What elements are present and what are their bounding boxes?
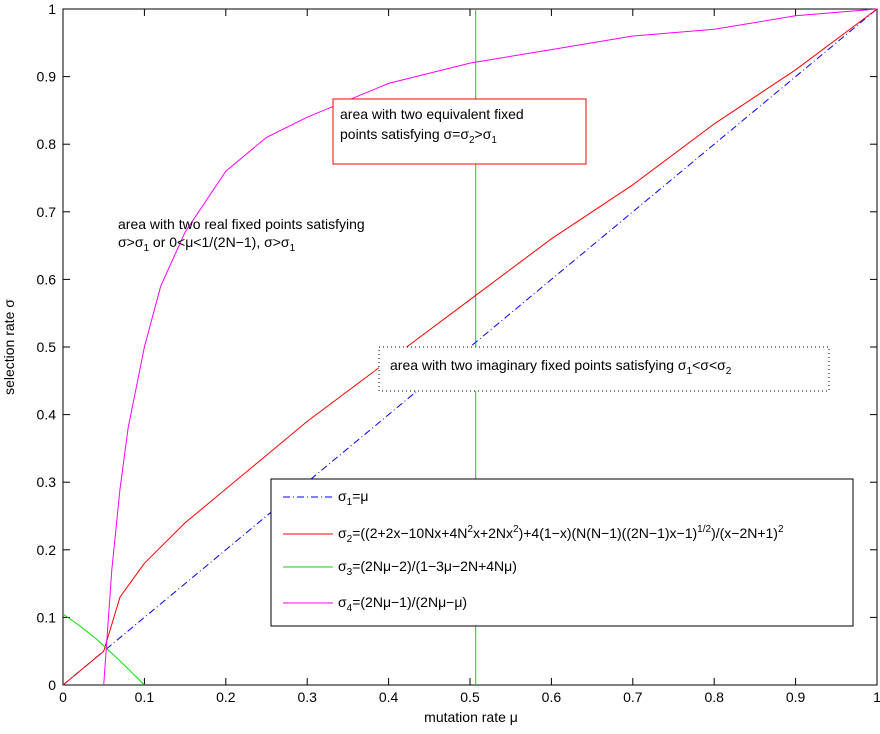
- annotation-3-line-1: area with two imaginary fixed points sat…: [390, 357, 732, 377]
- legend-entry-sigma2: σ2=((2+2x−10Nx+4N2x+2Nx2)+4(1−x)(N(N−1)(…: [338, 524, 784, 545]
- y-tick-label: 0.8: [37, 136, 57, 152]
- y-tick-label: 0.2: [37, 542, 57, 558]
- y-tick-label: 0.4: [37, 407, 57, 423]
- annotation-1-line-2: points satisfying σ=σ2>σ1: [340, 126, 497, 146]
- y-tick-label: 0.9: [37, 69, 57, 85]
- annotation-1-line-1: area with two equivalent fixed: [340, 106, 524, 122]
- legend-entry-sigma1: σ1=μ: [338, 488, 368, 508]
- y-tick-label: 0.1: [37, 609, 57, 625]
- y-tick-label: 0.3: [37, 474, 57, 490]
- x-tick-label: 0: [59, 689, 67, 705]
- x-tick-label: 0.9: [786, 689, 806, 705]
- y-tick-label: 0: [48, 677, 56, 693]
- legend-box: [270, 478, 854, 627]
- x-tick-label: 0.1: [135, 689, 155, 705]
- x-tick-label: 0.6: [542, 689, 562, 705]
- y-tick-label: 0.5: [37, 339, 57, 355]
- series-sigma3: [62, 613, 145, 686]
- series-sigma2: [62, 8, 878, 686]
- x-tick-label: 0.4: [379, 689, 399, 705]
- annotation-imaginary-points: area with two imaginary fixed points sat…: [378, 346, 830, 392]
- annotation-box-red: [332, 98, 587, 165]
- y-axis-label: selection rate σ: [1, 299, 17, 395]
- x-tick-label: 0.7: [623, 689, 643, 705]
- y-tick-label: 1: [48, 1, 56, 17]
- series-sigma4: [103, 8, 878, 686]
- x-tick-label: 0.5: [460, 689, 480, 705]
- y-tick-label: 0.6: [37, 271, 57, 287]
- x-tick-label: 0.2: [216, 689, 236, 705]
- legend-entry-sigma3: σ3=(2Nμ−2)/(1−3μ−2N+4Nμ): [338, 558, 517, 578]
- ticks-group: 0 0.1 0.2 0.3 0.4 0.5 0.6 0.7 0.8 0.9 1 0 0.1 0.2 0.3 0…: [37, 1, 880, 705]
- x-tick-label: 0.8: [704, 689, 724, 705]
- x-tick-label: 0.3: [297, 689, 317, 705]
- annotation-2-line-2: σ>σ1 or 0<μ<1/(2N−1), σ>σ1: [118, 234, 296, 254]
- annotation-2-line-1: area with two real fixed points satisfyi…: [118, 216, 365, 232]
- legend: σ1=μ σ2=((2+2x−10Nx+4N2x+2Nx2)+4(1−x)(N(…: [270, 478, 854, 627]
- legend-entry-sigma4: σ4=(2Nμ−1)/(2Nμ−μ): [338, 594, 467, 614]
- y-tick-label: 0.7: [37, 204, 57, 220]
- annotation-equivalent-points: area with two equivalent fixed points sa…: [332, 98, 587, 165]
- annotation-box-dotted: [378, 346, 830, 392]
- x-axis-label: mutation rate μ: [424, 709, 518, 725]
- annotation-real-points: area with two real fixed points satisfyi…: [118, 216, 365, 254]
- x-tick-label: 1: [873, 689, 880, 705]
